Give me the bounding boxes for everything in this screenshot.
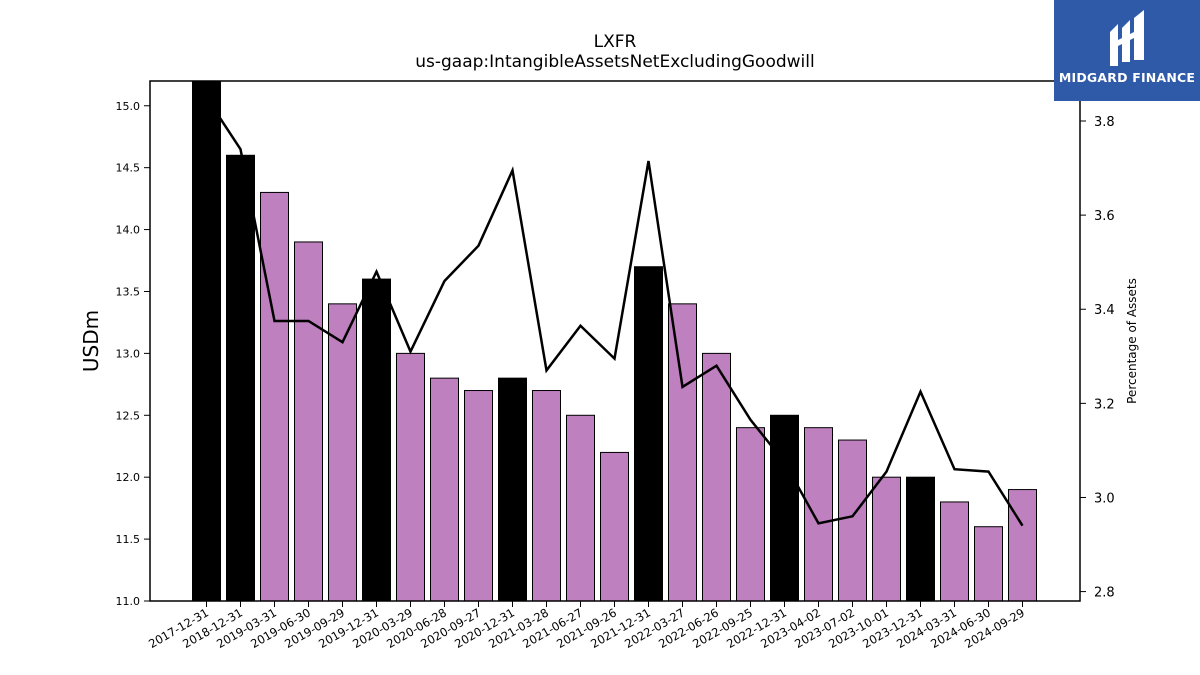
midgard-logo-icon [1110,10,1144,66]
brand-name: MIDGARD FINANCE [1058,70,1196,85]
bar-annual [770,414,799,602]
left-tick-label: 12.0 [116,471,141,484]
right-axis-ticks: 2.8 3.0 3.2 3.4 3.6 3.8 [1080,115,1115,601]
right-tick-label: 3.6 [1094,209,1115,224]
left-tick-label: 15.0 [116,100,141,113]
left-tick-label: 14.0 [116,224,141,237]
bar-quarterly [804,427,833,602]
left-tick-label: 13.5 [116,285,141,298]
bar-quarterly [566,414,595,602]
bar-quarterly [328,303,357,602]
bar-quarterly [940,501,969,602]
bar-quarterly [1008,489,1037,602]
bar-quarterly [294,241,323,602]
bar-quarterly [396,352,425,602]
bar-annual [192,80,221,602]
left-tick-label: 13.0 [116,347,141,360]
bar-quarterly [464,390,493,602]
y2-axis-label: Percentage of Assets [1125,278,1139,404]
right-tick-label: 3.8 [1094,115,1115,130]
bar-quarterly [974,526,1003,602]
x-axis-ticks: 2017-12-312018-12-312019-03-312019-06-30… [146,601,1027,651]
percentage-line [205,96,1024,527]
bar-quarterly [702,352,731,602]
right-tick-label: 2.8 [1094,586,1115,601]
left-tick-label: 12.5 [116,409,141,422]
bar-annual [634,266,663,602]
bar-annual [498,377,527,602]
bar-series [192,80,1037,602]
brand-logo: MIDGARD FINANCE [1054,0,1200,101]
bar-annual [362,278,391,602]
chart-title: LXFR [593,32,637,52]
right-tick-label: 3.4 [1094,303,1115,318]
bar-quarterly [736,427,765,602]
bar-quarterly [600,451,629,602]
bar-annual [226,154,255,602]
left-tick-label: 11.0 [116,595,141,608]
bar-annual [906,476,935,602]
y-axis-label: USDm [79,310,103,372]
left-axis-ticks: 11.0 11.5 12.0 12.5 13.0 13.5 14.0 14.5 15.0 [116,100,150,608]
bar-quarterly [532,390,561,602]
bar-quarterly [668,303,697,602]
bar-quarterly [838,439,867,602]
chart-subtitle: us-gaap:IntangibleAssetsNetExcludingGood… [415,52,815,72]
bar-quarterly [260,191,289,602]
right-tick-label: 3.2 [1094,397,1115,412]
left-tick-label: 14.5 [116,162,141,175]
bar-quarterly [430,377,459,602]
bar-quarterly [872,476,901,602]
right-tick-label: 3.0 [1094,491,1115,506]
left-tick-label: 11.5 [116,533,141,546]
